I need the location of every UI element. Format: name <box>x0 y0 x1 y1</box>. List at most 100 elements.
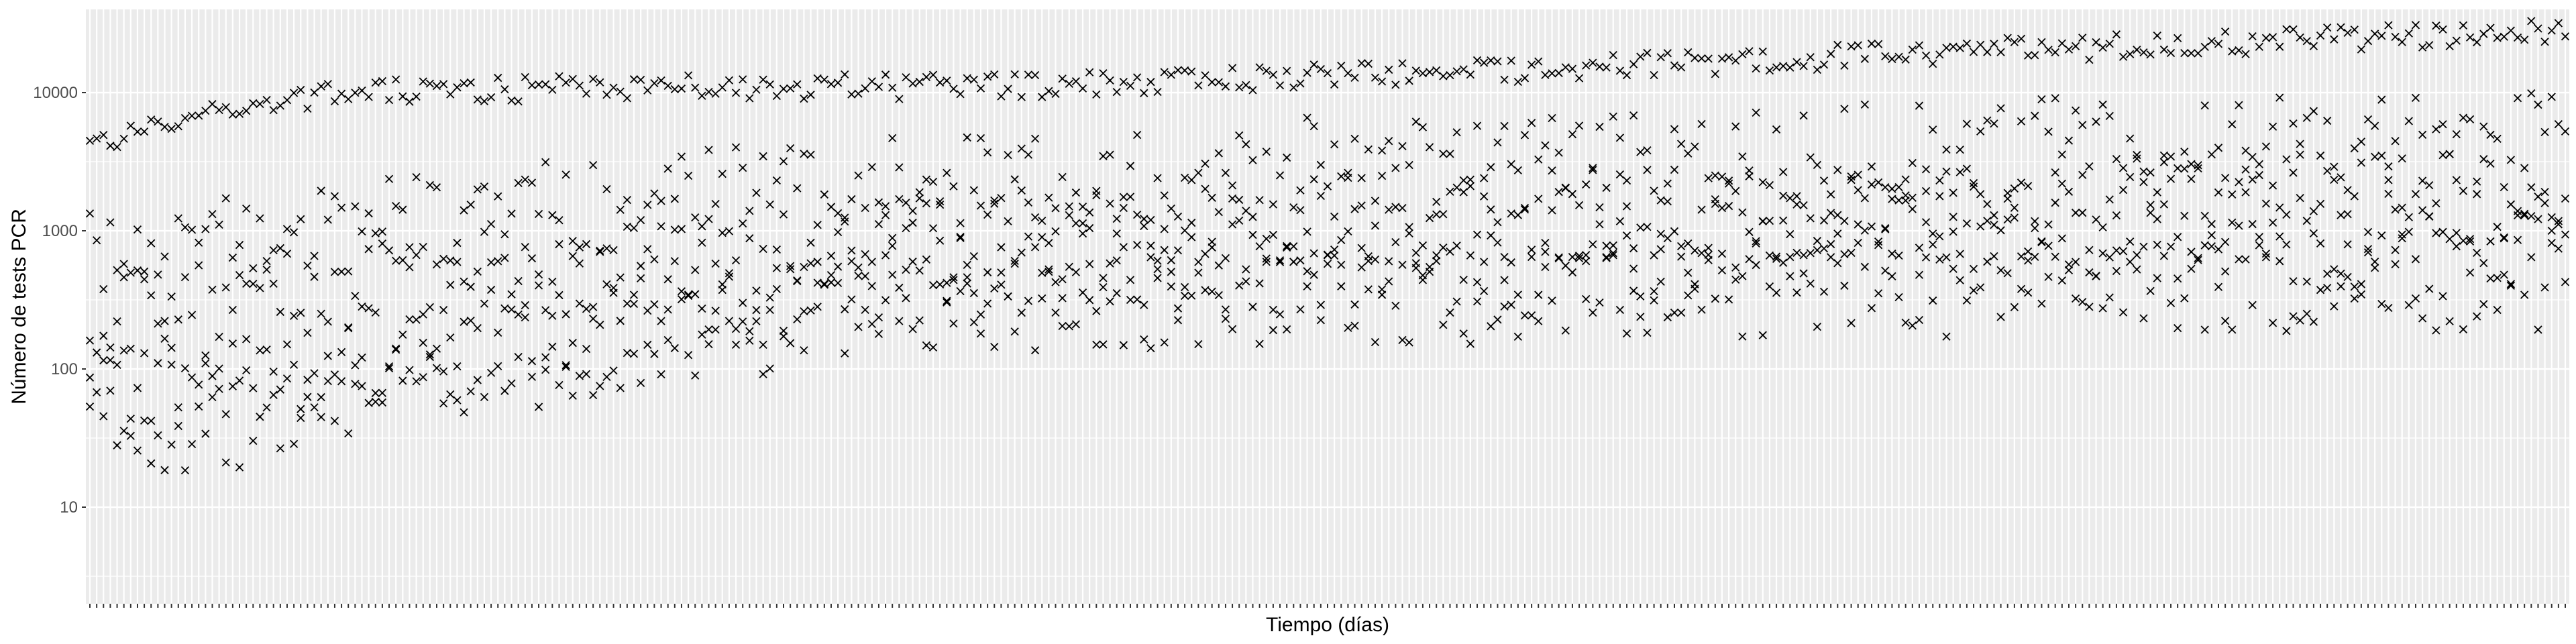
data-point <box>282 340 292 349</box>
data-point <box>133 384 142 392</box>
data-point <box>2506 280 2516 288</box>
data-point <box>140 416 149 425</box>
data-point <box>1010 256 1019 266</box>
y-axis-title: Número de tests PCR <box>8 209 30 405</box>
data-point <box>1344 168 1352 177</box>
data-point <box>1561 183 1570 192</box>
data-point <box>2404 117 2413 125</box>
data-point <box>657 197 665 205</box>
data-point <box>323 80 332 89</box>
data-point <box>221 103 230 111</box>
data-point <box>85 136 95 146</box>
data-point <box>1173 212 1183 221</box>
data-point <box>2248 175 2257 184</box>
data-point <box>1065 79 1073 88</box>
data-point <box>949 276 958 284</box>
data-point <box>1269 231 1278 239</box>
data-point <box>1391 80 1400 89</box>
data-point <box>786 144 795 153</box>
data-point <box>629 223 639 232</box>
data-point <box>2241 255 2250 264</box>
data-point <box>1296 206 1305 215</box>
data-point <box>2200 101 2209 110</box>
data-point <box>1487 163 1495 172</box>
data-point <box>1038 233 1046 241</box>
data-point <box>602 184 611 194</box>
data-point <box>1799 251 1808 260</box>
data-point <box>1554 148 1563 157</box>
data-point <box>398 376 407 385</box>
data-point <box>1609 249 1617 258</box>
data-point <box>208 392 217 402</box>
data-point <box>1446 247 1454 256</box>
data-point <box>432 260 441 269</box>
data-point <box>1106 297 1114 306</box>
data-point <box>1242 265 1250 274</box>
data-point <box>2391 205 2400 214</box>
data-point <box>2432 326 2440 335</box>
data-point <box>256 346 264 355</box>
data-point <box>1411 248 1420 257</box>
data-point <box>1106 259 1114 268</box>
data-point <box>997 243 1006 252</box>
data-point <box>425 352 435 362</box>
data-point <box>2384 303 2393 313</box>
data-point <box>371 308 380 317</box>
data-point <box>282 250 292 258</box>
data-point <box>1513 290 1522 299</box>
data-point <box>711 199 720 209</box>
data-point <box>1615 305 1625 315</box>
data-point <box>2255 42 2263 51</box>
data-point <box>915 77 924 87</box>
data-point <box>772 245 782 254</box>
data-point <box>2105 293 2114 302</box>
data-point <box>1554 253 1563 262</box>
data-point <box>874 220 883 229</box>
data-point <box>1901 175 1910 184</box>
data-point <box>425 180 435 190</box>
data-point <box>670 195 679 203</box>
vertical-gridlines <box>89 9 2567 604</box>
data-point <box>555 380 564 390</box>
data-point <box>1058 275 1067 284</box>
data-point <box>1582 61 1591 70</box>
data-point <box>1167 204 1175 213</box>
data-point <box>1955 145 1964 154</box>
data-point <box>1874 40 1883 48</box>
data-point <box>2534 100 2542 109</box>
data-point <box>439 254 448 263</box>
data-point <box>228 253 237 262</box>
data-point <box>1772 252 1781 261</box>
data-point <box>2235 221 2243 230</box>
data-point <box>119 427 128 435</box>
data-point <box>1888 272 1896 281</box>
data-point <box>2520 164 2529 172</box>
data-point <box>1323 251 1332 260</box>
data-point <box>167 343 176 352</box>
data-point <box>1119 341 1128 350</box>
data-point <box>1684 149 1693 158</box>
data-point <box>1133 73 1142 82</box>
data-point <box>650 255 659 264</box>
data-point <box>228 382 237 390</box>
data-point <box>1364 59 1373 68</box>
data-point <box>541 353 550 362</box>
data-point <box>2118 52 2128 61</box>
data-point <box>1935 192 1944 201</box>
data-point <box>582 89 591 98</box>
data-point <box>1051 278 1060 286</box>
data-point <box>602 244 611 253</box>
data-point <box>602 372 611 382</box>
data-point <box>1792 288 1801 297</box>
data-point <box>249 280 258 288</box>
data-point <box>2159 45 2169 54</box>
data-point <box>1364 252 1373 261</box>
data-point <box>2473 177 2481 186</box>
data-point <box>2112 211 2121 220</box>
data-point <box>446 333 455 342</box>
data-point <box>548 85 557 95</box>
data-point <box>1439 244 1448 252</box>
data-point <box>2527 89 2536 98</box>
data-point <box>1208 193 1216 202</box>
data-point <box>943 168 951 177</box>
